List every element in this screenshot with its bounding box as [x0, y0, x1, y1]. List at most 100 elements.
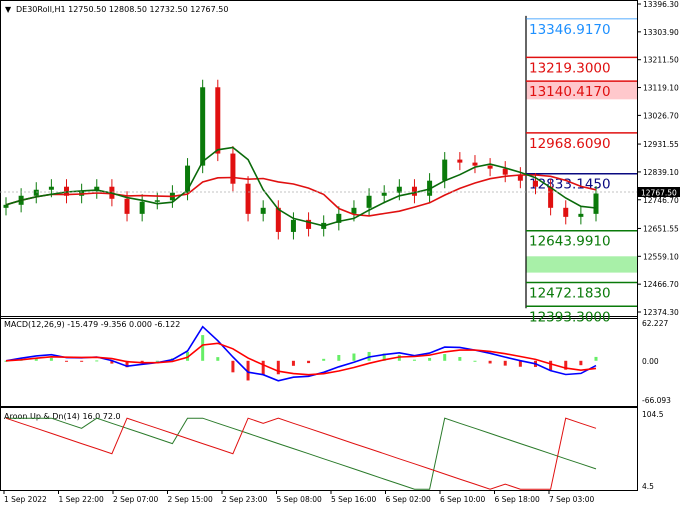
level-zone [526, 256, 637, 273]
macd-tick-bottom: -66.093 [642, 396, 671, 405]
candle-body [306, 219, 312, 229]
macd-histogram-bar [246, 360, 250, 381]
candle-body [185, 165, 191, 193]
macd-histogram-bar [337, 354, 341, 361]
candle-body [124, 198, 130, 214]
candle-body [366, 195, 372, 208]
time-tick-label: 6 Sep 18:00 [495, 495, 541, 504]
macd-histogram-bar [231, 360, 235, 373]
candle-body [215, 87, 221, 154]
candle-body [517, 174, 523, 181]
level-label: 13346.9170 [529, 22, 611, 38]
aroon-up-line [6, 417, 597, 490]
candle-body [48, 186, 54, 190]
level-label: 12833.1450 [529, 177, 611, 193]
macd-signal-line [5, 342, 597, 376]
candle-body [94, 186, 100, 192]
candle-body [260, 207, 266, 214]
macd-histogram-bar [307, 360, 311, 364]
time-tick-label: 2 Sep 23:00 [222, 495, 268, 504]
level-lines: 13346.9170 13219.3000 13140.4170 12968.6090… [525, 15, 637, 325]
candle-body [593, 193, 599, 214]
candle-body [396, 186, 402, 193]
candle-body [351, 207, 357, 214]
candle-body [411, 186, 417, 196]
candle-body [3, 204, 9, 208]
price-tick-label: 12839.10 [643, 168, 679, 177]
candle-body [472, 162, 478, 166]
candle-body [200, 87, 206, 166]
macd-line [5, 325, 597, 382]
level-label: 12472.1830 [529, 286, 611, 302]
time-tick-label: 1 Sep 22:00 [59, 495, 105, 504]
macd-histogram-bar [412, 359, 416, 361]
macd-histogram-bar [397, 354, 401, 361]
macd-panel-frame [0, 316, 638, 407]
macd-histogram-bar [458, 357, 462, 361]
candle-body [548, 186, 554, 208]
price-tick-label: 12466.70 [643, 280, 679, 289]
macd-histogram-bar [382, 353, 386, 361]
price-axis: 13396.30 13303.90 13211.50 13119.10 13026.70… [637, 0, 679, 317]
candle-body [381, 192, 387, 196]
macd-histogram-bar [65, 360, 69, 362]
macd-tick-zero: 0.00 [642, 357, 659, 366]
candle-body [442, 159, 448, 181]
price-tick-label: 12374.30 [643, 308, 679, 317]
candle-body [154, 200, 160, 202]
macd-histogram-bar [110, 360, 114, 364]
candle-body [275, 207, 281, 232]
macd-histogram-bar [49, 357, 53, 361]
price-tick-label: 12559.10 [643, 252, 679, 261]
price-tick-label: 13303.90 [643, 28, 679, 37]
macd-histogram-bar [443, 354, 447, 361]
macd-histogram-bar [155, 360, 159, 362]
macd-histogram [4, 335, 598, 381]
macd-histogram-bar [428, 357, 432, 361]
macd-histogram-bar [4, 360, 8, 362]
time-tick-label: 6 Sep 10:00 [440, 495, 486, 504]
price-tick-label: 13026.70 [643, 111, 679, 120]
candle-body [230, 153, 236, 184]
macd-tick-top: 62.227 [642, 319, 668, 328]
candle-body [532, 180, 538, 187]
candle-body [502, 168, 508, 175]
macd-histogram-bar [34, 357, 38, 361]
macd-header: MACD(12,26,9) -15.479 -9.356 0.000 -6.12… [4, 320, 180, 329]
candles [3, 79, 599, 240]
level-label: 12968.6090 [529, 136, 611, 152]
aroon-tick-bottom: 4.5 [642, 482, 654, 491]
candle-body [245, 183, 251, 214]
macd-histogram-bar [518, 360, 522, 367]
candle-body [139, 201, 145, 214]
macd-histogram-bar [95, 360, 99, 362]
macd-histogram-bar [594, 356, 598, 361]
time-tick-label: 2 Sep 15:00 [168, 495, 214, 504]
macd-histogram-bar [291, 360, 295, 366]
macd-histogram-bar [125, 360, 129, 368]
candle-body [578, 213, 584, 217]
macd-histogram-bar [261, 360, 265, 375]
price-tick-label: 13211.50 [643, 56, 679, 65]
level-label: 13219.3000 [529, 60, 611, 76]
price-tick-label: 13119.10 [643, 84, 679, 93]
price-tick-label: 12651.55 [643, 224, 679, 233]
aroon-header: Aroon Up & Dn(14) 16.0 72.0 [4, 412, 121, 421]
time-tick-label: 7 Sep 03:00 [549, 495, 595, 504]
macd-histogram-bar [473, 360, 477, 362]
candle-body [33, 189, 39, 196]
aroon-down-line [5, 417, 597, 490]
time-axis: 1 Sep 2022 1 Sep 22:00 2 Sep 07:00 2 Sep 15… [3, 490, 595, 504]
level-zones [526, 81, 637, 273]
candle-body [336, 213, 342, 223]
macd-histogram-bar [564, 360, 568, 370]
aroon-tick-top: 104.5 [642, 410, 664, 419]
candle-body [487, 165, 493, 169]
time-tick-label: 2 Sep 07:00 [113, 495, 159, 504]
time-tick-label: 5 Sep 16:00 [331, 495, 377, 504]
price-tick-label: 12746.70 [643, 196, 679, 205]
level-label: 13140.4170 [529, 84, 611, 100]
macd-histogram-bar [201, 335, 205, 361]
macd-histogram-bar [488, 360, 492, 364]
